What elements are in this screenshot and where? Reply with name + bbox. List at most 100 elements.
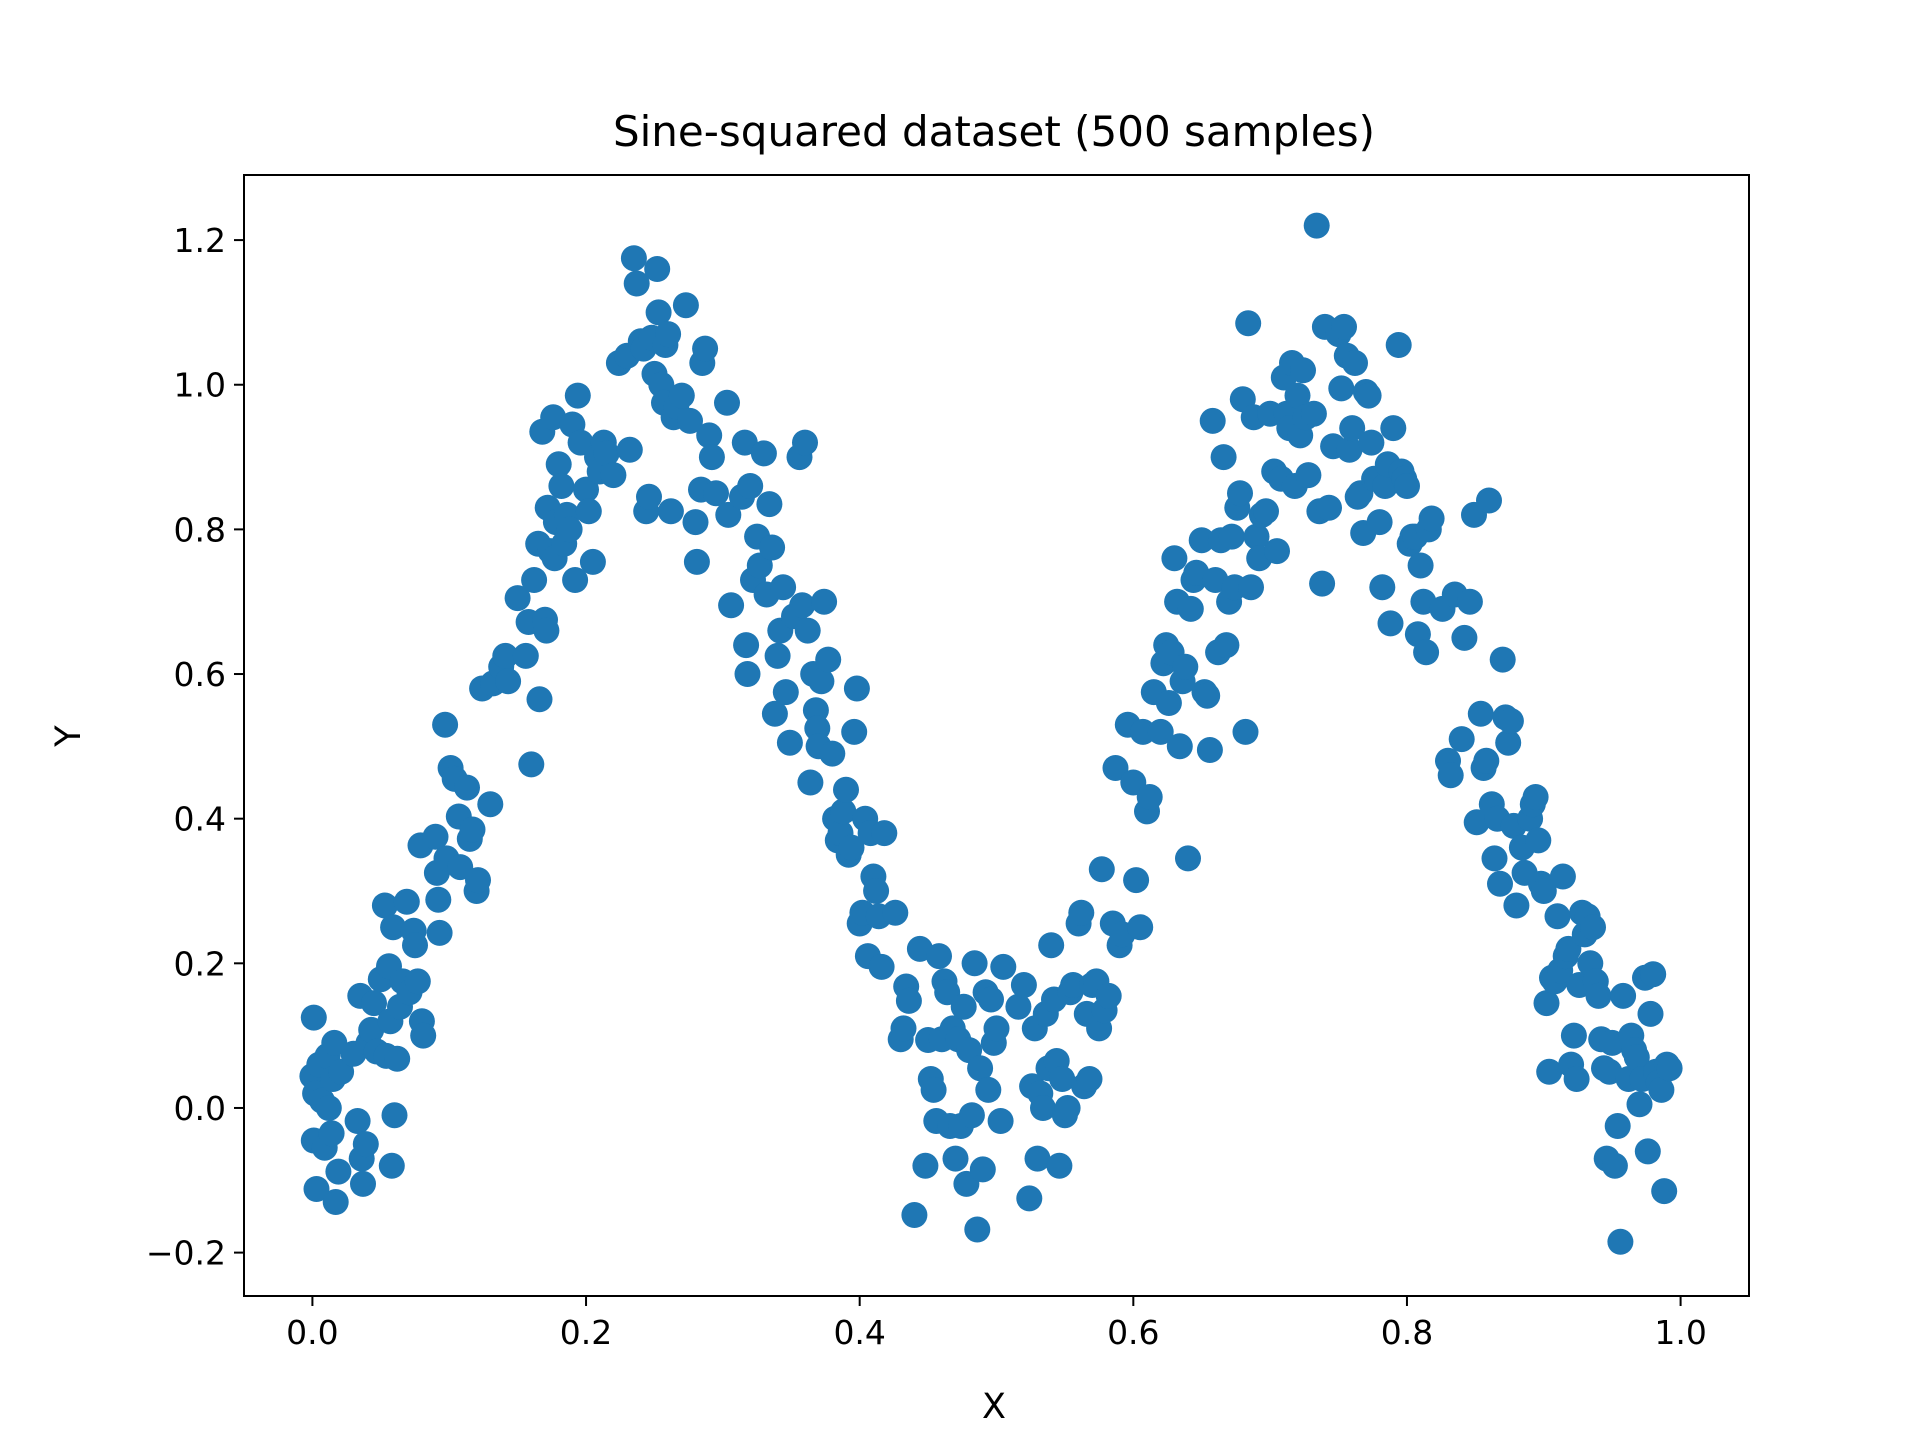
data-point <box>792 429 818 456</box>
data-point <box>657 498 684 525</box>
data-point <box>1129 718 1156 745</box>
data-point <box>655 321 682 348</box>
data-point <box>1331 313 1357 340</box>
data-point <box>573 476 599 503</box>
data-point <box>715 501 742 528</box>
data-point <box>964 1216 991 1243</box>
data-point <box>1536 1058 1563 1085</box>
data-point <box>564 382 591 409</box>
data-point <box>361 990 387 1017</box>
data-point <box>714 389 740 416</box>
data-point <box>734 661 761 687</box>
data-point <box>1580 914 1606 941</box>
data-point <box>1005 993 1032 1020</box>
data-point <box>983 1015 1010 1042</box>
data-point <box>890 1015 917 1042</box>
data-point <box>1437 762 1464 789</box>
data-point <box>322 1189 349 1215</box>
data-point <box>958 1102 985 1129</box>
data-point <box>912 1152 939 1179</box>
data-point <box>1467 700 1494 727</box>
data-point <box>1210 444 1237 471</box>
data-point <box>1218 523 1245 550</box>
data-point <box>1172 653 1199 680</box>
data-point <box>1054 1095 1081 1121</box>
data-point <box>1481 845 1508 872</box>
y-tick-label: 0.2 <box>174 944 226 983</box>
data-point <box>797 769 824 796</box>
data-point <box>1147 718 1174 745</box>
data-point <box>1175 845 1201 872</box>
y-tick-label: 0.8 <box>174 510 226 549</box>
data-point <box>1316 494 1342 521</box>
data-point <box>465 867 491 894</box>
data-point <box>512 642 539 669</box>
data-point <box>838 834 865 861</box>
data-point <box>1038 932 1065 959</box>
data-point <box>526 686 553 713</box>
data-point <box>1068 899 1095 926</box>
data-point <box>1380 415 1407 442</box>
y-tick-label: 1.0 <box>174 366 226 405</box>
data-point <box>321 1029 348 1056</box>
data-point <box>733 632 760 659</box>
chart-title: Sine-squared dataset (500 samples) <box>613 107 1375 156</box>
data-point <box>384 1045 411 1072</box>
data-point <box>1355 382 1382 409</box>
data-point <box>776 729 803 756</box>
data-point <box>1456 588 1483 615</box>
data-point <box>1394 473 1420 499</box>
data-point <box>422 823 449 850</box>
data-point <box>620 245 647 272</box>
data-point <box>833 776 859 803</box>
data-point <box>987 1108 1014 1134</box>
data-point <box>350 1170 376 1197</box>
data-point <box>1213 632 1240 659</box>
data-point <box>492 642 519 669</box>
data-point <box>1300 400 1327 427</box>
data-point <box>426 919 453 946</box>
data-point <box>1495 729 1522 756</box>
data-point <box>1290 357 1316 384</box>
data-point <box>737 473 764 499</box>
y-tick-label: 1.2 <box>174 221 226 260</box>
data-point <box>1640 961 1667 988</box>
data-point <box>1656 1055 1683 1082</box>
data-point <box>871 820 898 847</box>
data-point <box>1102 755 1129 781</box>
data-point <box>698 444 725 471</box>
data-point <box>1497 708 1524 734</box>
data-point <box>575 498 602 525</box>
data-point <box>1303 212 1330 239</box>
data-point <box>1227 480 1253 507</box>
data-point <box>521 567 548 593</box>
data-point <box>808 668 835 695</box>
data-point <box>315 1095 342 1121</box>
data-point <box>1563 1066 1590 1092</box>
data-point <box>378 1152 405 1179</box>
data-point <box>1127 914 1154 941</box>
data-point <box>967 1055 994 1082</box>
data-point <box>770 574 797 601</box>
data-point <box>548 473 575 499</box>
data-point <box>882 899 909 926</box>
data-point <box>1060 972 1087 998</box>
data-point <box>815 646 842 673</box>
data-point <box>1544 903 1571 930</box>
data-point <box>1607 1228 1634 1255</box>
data-point <box>402 932 428 959</box>
data-point <box>344 1108 371 1134</box>
y-axis-label: Y <box>49 725 89 748</box>
data-point <box>447 854 474 881</box>
data-point <box>969 1156 996 1183</box>
data-point <box>1530 878 1557 904</box>
data-point <box>1196 737 1223 763</box>
data-point <box>920 1076 947 1103</box>
data-point <box>477 791 504 818</box>
data-point <box>1610 982 1637 1009</box>
data-point <box>1046 1152 1073 1179</box>
y-axis: −0.2 0.0 0.2 0.4 0.6 0.8 1.0 1.2 <box>146 221 244 1273</box>
data-point <box>1473 747 1500 774</box>
data-point <box>454 774 480 801</box>
